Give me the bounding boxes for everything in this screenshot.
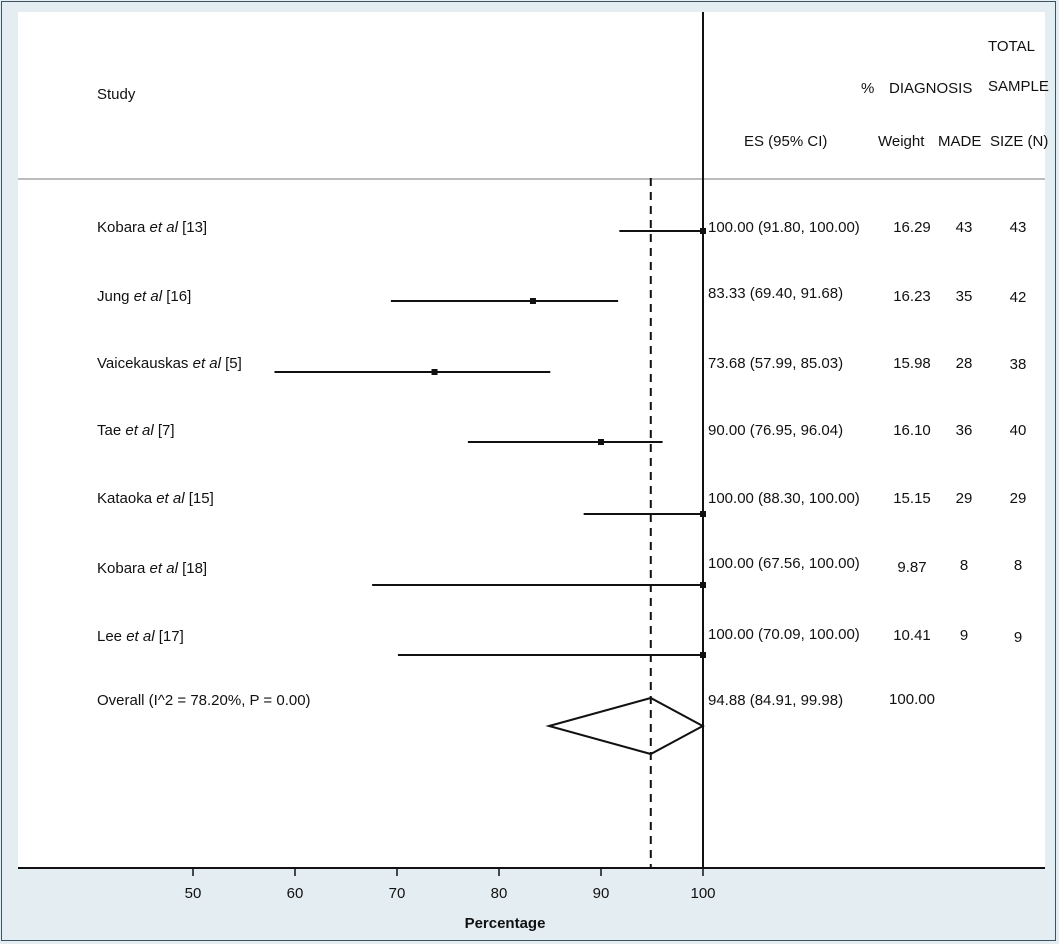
study-etal: et al bbox=[156, 490, 185, 507]
study-name: Tae bbox=[97, 422, 125, 439]
overall-diamond bbox=[545, 696, 705, 756]
es-ci-value: 90.00 (76.95, 96.04) bbox=[708, 422, 843, 439]
weight-value: 10.41 bbox=[893, 627, 931, 644]
es-ci-value: 100.00 (70.09, 100.00) bbox=[708, 626, 860, 643]
total-sample-value: 40 bbox=[1010, 422, 1027, 439]
header-made: MADE bbox=[938, 133, 981, 150]
study-ref: [7] bbox=[154, 422, 175, 439]
study-ref: [16] bbox=[162, 288, 191, 305]
point-estimate bbox=[700, 582, 706, 588]
overall-es-ci: 94.88 (84.91, 99.98) bbox=[708, 692, 843, 709]
study-label: Kataoka et al [15] bbox=[97, 490, 214, 507]
point-estimate bbox=[529, 298, 536, 304]
es-ci-value: 83.33 (69.40, 91.68) bbox=[708, 285, 843, 302]
weight-value: 9.87 bbox=[897, 559, 926, 576]
study-name: Kobara bbox=[97, 219, 150, 236]
header-study: Study bbox=[97, 86, 136, 103]
weight-value: 15.98 bbox=[893, 355, 931, 372]
es-ci-value: 100.00 (88.30, 100.00) bbox=[708, 490, 860, 507]
header-sample: SAMPLE bbox=[988, 78, 1049, 95]
weight-value: 16.29 bbox=[893, 219, 931, 236]
study-ref: [17] bbox=[155, 628, 184, 645]
total-sample-value: 8 bbox=[1014, 557, 1022, 574]
x-axis-label: Percentage bbox=[465, 915, 546, 932]
total-sample-value: 43 bbox=[1010, 219, 1027, 236]
es-ci-value: 73.68 (57.99, 85.03) bbox=[708, 355, 843, 372]
study-label: Kobara et al [18] bbox=[97, 560, 207, 577]
study-ref: [18] bbox=[178, 560, 207, 577]
x-tick-label: 70 bbox=[389, 885, 406, 902]
x-tick-label: 60 bbox=[287, 885, 304, 902]
study-label: Tae et al [7] bbox=[97, 422, 175, 439]
diagnosis-made-value: 29 bbox=[956, 490, 973, 507]
overall-weight: 100.00 bbox=[889, 691, 935, 708]
weight-value: 16.10 bbox=[893, 422, 931, 439]
header-size: SIZE (N) bbox=[990, 133, 1048, 150]
diagnosis-made-value: 9 bbox=[960, 627, 968, 644]
header-weight: Weight bbox=[878, 133, 925, 150]
diagnosis-made-value: 28 bbox=[956, 355, 973, 372]
diagnosis-made-value: 8 bbox=[960, 557, 968, 574]
study-etal: et al bbox=[150, 560, 179, 577]
x-axis-ticks: 50 60 70 80 90 100 bbox=[185, 868, 716, 902]
es-ci-value: 100.00 (91.80, 100.00) bbox=[708, 219, 860, 236]
point-estimate bbox=[431, 369, 438, 375]
weight-value: 16.23 bbox=[893, 288, 931, 305]
header-es: ES (95% CI) bbox=[744, 133, 827, 150]
study-label: Jung et al [16] bbox=[97, 288, 191, 305]
study-name: Jung bbox=[97, 288, 134, 305]
study-etal: et al bbox=[125, 422, 154, 439]
point-estimate bbox=[700, 228, 706, 234]
study-etal: et al bbox=[193, 355, 222, 372]
study-etal: et al bbox=[134, 288, 163, 305]
total-sample-value: 42 bbox=[1010, 289, 1027, 306]
diagnosis-made-value: 36 bbox=[956, 422, 973, 439]
overall-label: Overall (I^2 = 78.20%, P = 0.00) bbox=[97, 692, 311, 709]
total-sample-value: 9 bbox=[1014, 629, 1022, 646]
study-label: Kobara et al [13] bbox=[97, 219, 207, 236]
study-label: Vaicekauskas et al [5] bbox=[97, 355, 242, 372]
diagnosis-made-value: 35 bbox=[956, 288, 973, 305]
weight-value: 15.15 bbox=[893, 490, 931, 507]
diagnosis-made-value: 43 bbox=[956, 219, 973, 236]
study-etal: et al bbox=[150, 219, 179, 236]
study-name: Kataoka bbox=[97, 490, 156, 507]
x-tick-label: 100 bbox=[690, 885, 715, 902]
plot-panel bbox=[18, 12, 1045, 868]
plot-area: Kobara et al [13] 100.00 (91.80, 100.00) 1… bbox=[97, 12, 1026, 868]
total-sample-value: 38 bbox=[1010, 356, 1027, 373]
es-ci-value: 100.00 (67.56, 100.00) bbox=[708, 555, 860, 572]
study-ref: [15] bbox=[185, 490, 214, 507]
study-name: Vaicekauskas bbox=[97, 355, 193, 372]
study-name: Lee bbox=[97, 628, 126, 645]
point-estimate bbox=[598, 439, 604, 445]
x-tick-label: 50 bbox=[185, 885, 202, 902]
study-ref: [13] bbox=[178, 219, 207, 236]
study-ref: [5] bbox=[221, 355, 242, 372]
header-weight-pct: % bbox=[861, 80, 874, 97]
x-tick-label: 80 bbox=[491, 885, 508, 902]
study-label: Lee et al [17] bbox=[97, 628, 184, 645]
x-tick-label: 90 bbox=[593, 885, 610, 902]
header-total: TOTAL bbox=[988, 38, 1035, 55]
study-name: Kobara bbox=[97, 560, 150, 577]
point-estimate bbox=[700, 511, 706, 517]
total-sample-value: 29 bbox=[1010, 490, 1027, 507]
header-diagnosis: DIAGNOSIS bbox=[889, 80, 972, 97]
point-estimate bbox=[700, 652, 706, 658]
study-etal: et al bbox=[126, 628, 155, 645]
